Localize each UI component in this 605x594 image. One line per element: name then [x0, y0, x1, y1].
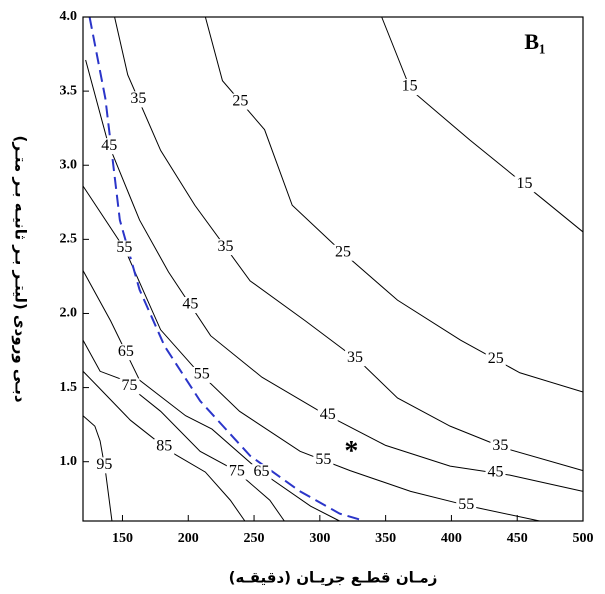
contour-line [82, 339, 285, 522]
label-bg [485, 464, 506, 481]
label-bg [399, 79, 420, 96]
y-tick-label: 1.0 [60, 454, 78, 469]
contour-label: 25 [488, 350, 504, 367]
y-tick-label: 4.0 [60, 9, 78, 24]
contour-label: 65 [118, 343, 134, 360]
contour-label: 45 [320, 406, 336, 423]
x-tick-label: 250 [244, 531, 265, 546]
x-axis-label: زمـان قطـع جريـان (دقيقـه) [229, 569, 438, 587]
x-tick-label: 400 [441, 531, 462, 546]
label-bg [345, 350, 366, 367]
contour-label: 85 [156, 438, 172, 455]
contour-label: 45 [488, 464, 504, 481]
contour-label: 35 [492, 437, 508, 454]
label-bg [154, 438, 175, 455]
contour-label: 75 [122, 377, 138, 394]
contour-line [85, 59, 584, 492]
contour-label: 65 [254, 463, 270, 480]
point-marker: * [344, 436, 358, 467]
x-tick-label: 150 [112, 531, 133, 546]
y-axis-label: دبـی ورودی (لیتـر بـر ثانیـه بـر متـر) [12, 135, 30, 402]
label-bg [191, 366, 212, 383]
plot-frame [82, 16, 584, 522]
label-bg [115, 344, 136, 361]
contour-label: 95 [96, 456, 112, 473]
label-bg [128, 91, 149, 108]
contour-line [82, 270, 340, 522]
contour-label: 75 [229, 462, 245, 479]
y-tick-label: 2.5 [60, 232, 78, 247]
label-bg [114, 240, 135, 257]
x-tick-label: 500 [573, 531, 594, 546]
x-tick-label: 450 [507, 531, 528, 546]
label-bg [313, 452, 334, 469]
label-bg [230, 93, 251, 110]
contour-label: 25 [232, 92, 248, 109]
contour-line [82, 185, 540, 522]
label-bg [317, 407, 338, 424]
label-bg [490, 438, 511, 455]
label-bg [226, 463, 247, 480]
label-bg [251, 464, 272, 481]
contour-label: 55 [194, 366, 210, 383]
y-tick-label: 3.5 [60, 83, 78, 98]
label-bg [94, 457, 115, 474]
panel-label: B₁ [524, 29, 545, 54]
contour-label: 45 [101, 137, 117, 154]
dashed-line [88, 16, 365, 522]
contour-label: 45 [182, 296, 198, 313]
contour-label: 15 [402, 78, 418, 95]
x-tick-label: 300 [309, 531, 330, 546]
contour-line [82, 415, 113, 522]
label-bg [215, 239, 236, 256]
label-bg [514, 176, 535, 193]
x-tick-label: 200 [178, 531, 199, 546]
contour-label: 35 [217, 238, 233, 255]
label-bg [333, 244, 354, 261]
contour-label: 35 [347, 349, 363, 366]
contour-label: 25 [335, 243, 351, 260]
y-tick-label: 3.0 [60, 157, 78, 172]
contour-label: 15 [516, 175, 532, 192]
label-bg [180, 297, 201, 314]
label-bg [119, 378, 140, 395]
y-tick-label: 2.0 [60, 306, 78, 321]
contour-label: 55 [458, 496, 474, 513]
contour-label: 55 [116, 239, 132, 256]
label-bg [99, 138, 120, 155]
y-tick-label: 1.5 [60, 380, 78, 395]
contour-line [114, 16, 584, 472]
contour-line [204, 16, 584, 393]
contour-line [381, 16, 584, 233]
contour-label: 55 [315, 451, 331, 468]
x-tick-label: 350 [375, 531, 396, 546]
contour-label: 35 [130, 90, 146, 107]
label-bg [456, 497, 477, 514]
label-bg [485, 351, 506, 368]
